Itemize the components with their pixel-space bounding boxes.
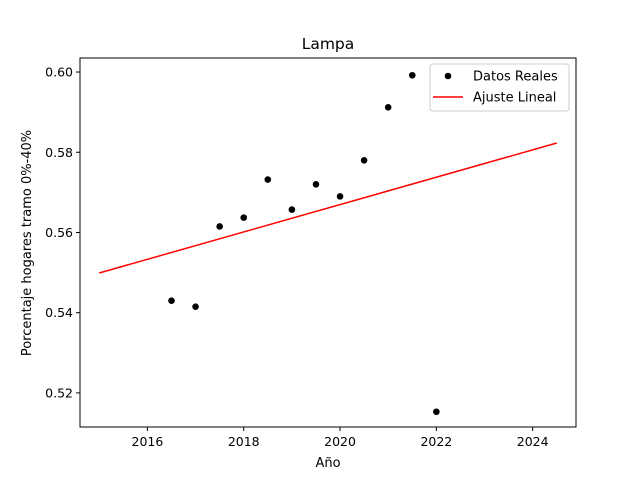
- data-point-11: [433, 408, 440, 416]
- axes-frame: [79, 57, 577, 428]
- y-axis-label: Porcentaje hogares tramo 0%-40%: [20, 130, 35, 356]
- axes: 2016 2018 2020 2022 2024 0.52 0.54 0.56 0.58 0.60: [45, 57, 577, 449]
- x-tick-label: 2020: [324, 434, 356, 449]
- y-tick-label: 0.54: [45, 305, 73, 320]
- y-tick-label: 0.52: [45, 385, 73, 400]
- x-tick-label: 2016: [132, 434, 164, 449]
- data-point-5: [288, 206, 296, 213]
- series-line-ajuste-lineal: [99, 142, 557, 274]
- data-point-6: [312, 181, 320, 188]
- y-tick-label: 0.58: [45, 145, 73, 160]
- data-point-9: [384, 104, 392, 111]
- data-point-3: [240, 214, 248, 221]
- legend-label-ajuste-lineal: Ajuste Lineal: [473, 91, 556, 106]
- data-point-7: [336, 193, 344, 200]
- legend-box: [429, 63, 570, 112]
- data-point-2: [216, 223, 223, 230]
- chart-title: Lampa: [302, 35, 355, 53]
- y-tick-label: 0.56: [45, 225, 73, 240]
- data-point-0: [168, 297, 175, 304]
- legend-marker-datos-reales: [444, 72, 452, 80]
- data-point-10: [408, 71, 416, 79]
- data-point-4: [264, 176, 272, 183]
- x-tick-label: 2022: [420, 434, 452, 449]
- legend-label-datos-reales: Datos Reales: [473, 70, 558, 85]
- x-tick-label: 2024: [517, 434, 549, 449]
- x-axis-label: Año: [315, 456, 340, 471]
- plot-area: [99, 71, 557, 416]
- data-point-1: [192, 303, 199, 310]
- x-tick-label: 2018: [228, 434, 260, 449]
- legend: Datos Reales Ajuste Lineal: [429, 63, 570, 112]
- data-point-8: [360, 156, 368, 164]
- y-tick-label: 0.60: [45, 65, 73, 80]
